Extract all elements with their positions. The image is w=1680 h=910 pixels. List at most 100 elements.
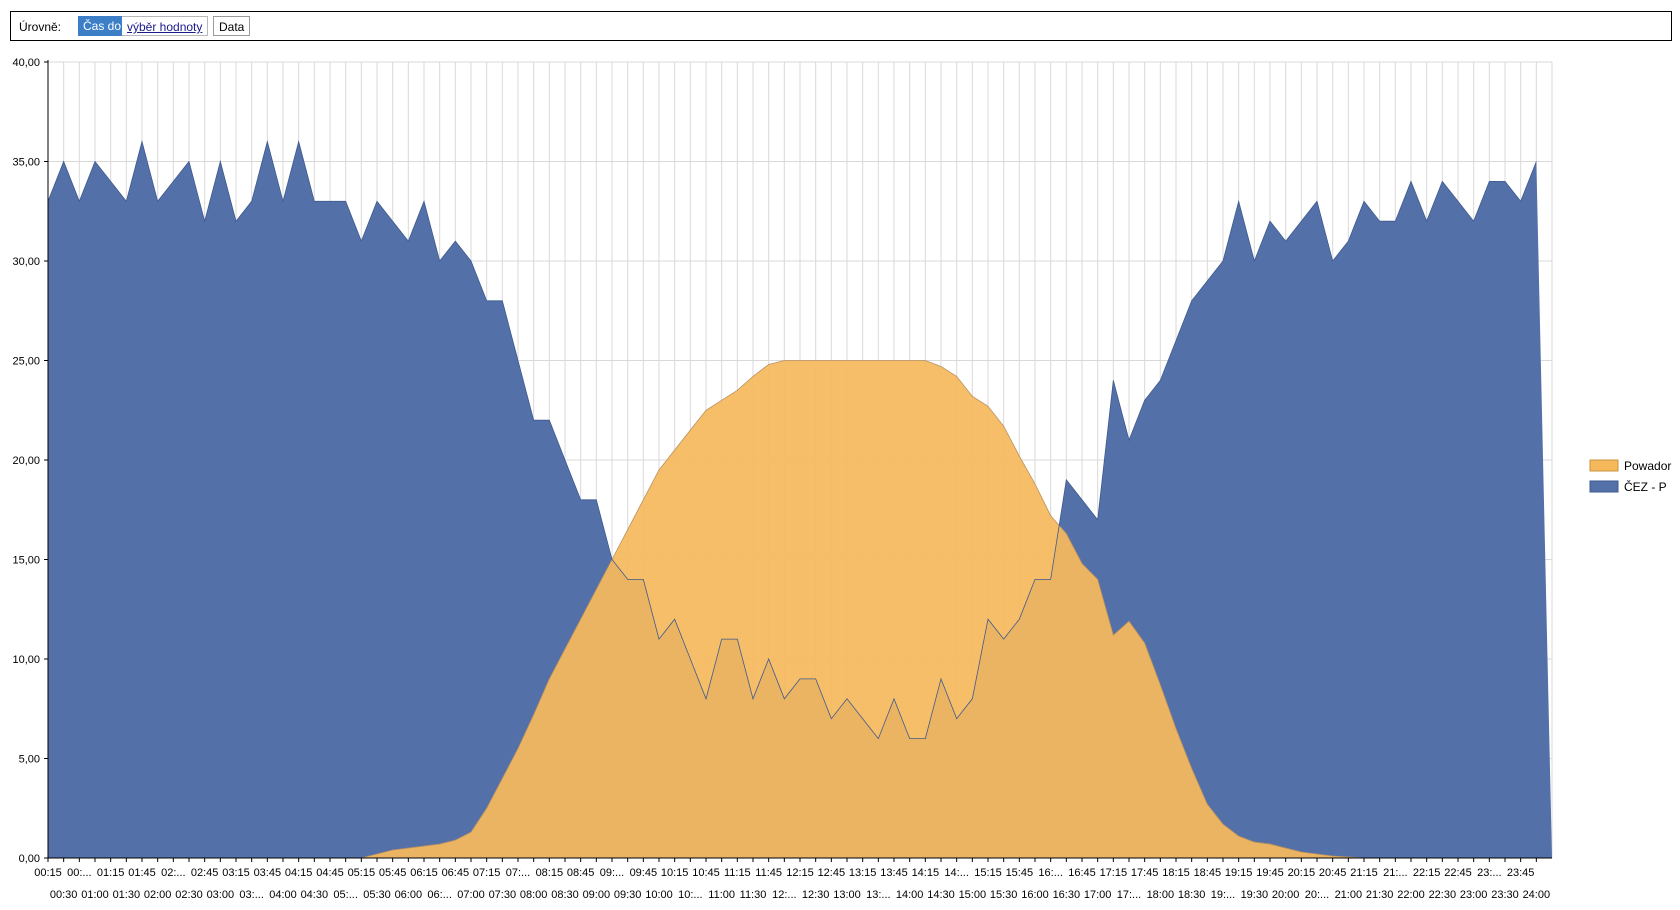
x-tick-label: 05:45 bbox=[379, 867, 407, 879]
x-tick-label: 05:30 bbox=[363, 889, 391, 901]
x-tick-label: 21:00 bbox=[1335, 889, 1363, 901]
x-tick-label: 03:15 bbox=[222, 867, 250, 879]
x-tick-label: 11:00 bbox=[708, 889, 735, 901]
x-tick-label: 18:00 bbox=[1147, 889, 1175, 901]
breadcrumb-item-vyber-hodnoty[interactable]: výběr hodnoty bbox=[122, 16, 209, 36]
x-tick-label: 02:45 bbox=[191, 867, 219, 879]
x-tick-label: 12:... bbox=[772, 889, 796, 901]
x-tick-label: 23:... bbox=[1477, 867, 1501, 879]
x-tick-label: 03:00 bbox=[207, 889, 235, 901]
x-tick-label: 07:... bbox=[506, 867, 530, 879]
x-tick-label: 06:00 bbox=[395, 889, 423, 901]
chart-legend: Powador ČEZ - P bbox=[1589, 459, 1671, 494]
x-tick-label: 11:45 bbox=[755, 867, 782, 879]
x-tick-label: 00:... bbox=[67, 867, 91, 879]
y-tick-label: 25,00 bbox=[12, 356, 40, 368]
y-tick-label: 20,00 bbox=[12, 455, 40, 467]
x-tick-label: 08:45 bbox=[567, 867, 595, 879]
x-tick-label: 04:30 bbox=[301, 889, 329, 901]
levels-label: Úrovně: bbox=[19, 20, 62, 34]
x-tick-label: 22:45 bbox=[1444, 867, 1472, 879]
x-tick-label: 23:45 bbox=[1507, 867, 1535, 879]
x-tick-label: 23:30 bbox=[1491, 889, 1519, 901]
x-tick-label: 16:45 bbox=[1068, 867, 1096, 879]
x-tick-label: 13:00 bbox=[833, 889, 861, 901]
x-tick-label: 01:30 bbox=[113, 889, 141, 901]
x-tick-label: 12:30 bbox=[802, 889, 830, 901]
x-tick-label: 01:15 bbox=[97, 867, 125, 879]
x-tick-label: 20:45 bbox=[1319, 867, 1347, 879]
x-tick-label: 18:30 bbox=[1178, 889, 1206, 901]
x-tick-label: 04:00 bbox=[269, 889, 297, 901]
x-tick-label: 07:15 bbox=[473, 867, 501, 879]
breadcrumb-item-cas-do[interactable]: Čas do bbox=[78, 16, 127, 36]
x-tick-label: 02:30 bbox=[175, 889, 203, 901]
y-axis-ticks: 0,00 5,00 10,00 15,00 20,00 25,00 30,00 35,00 40… bbox=[12, 57, 48, 865]
x-tick-label: 22:00 bbox=[1397, 889, 1425, 901]
x-tick-label: 10:15 bbox=[661, 867, 689, 879]
x-tick-label: 14:00 bbox=[896, 889, 924, 901]
legend-label-cez-p: ČEZ - P bbox=[1624, 479, 1667, 494]
chart-series bbox=[47, 140, 1552, 859]
x-tick-label: 09:... bbox=[600, 867, 624, 879]
x-tick-label: 20:00 bbox=[1272, 889, 1300, 901]
x-tick-label: 08:30 bbox=[551, 889, 579, 901]
x-axis-ticks: 00:15 00:... 01:15 01:45 02:... 02:45 03:15 03:… bbox=[34, 858, 1550, 901]
x-tick-label: 19:15 bbox=[1225, 867, 1253, 879]
series-area-powador bbox=[48, 360, 1552, 858]
x-tick-label: 10:... bbox=[678, 889, 702, 901]
x-tick-label: 04:45 bbox=[316, 867, 344, 879]
x-tick-label: 21:30 bbox=[1366, 889, 1394, 901]
y-tick-label: 35,00 bbox=[12, 157, 40, 169]
x-tick-label: 17:... bbox=[1117, 889, 1141, 901]
x-tick-label: 07:30 bbox=[489, 889, 517, 901]
legend-swatch-powador bbox=[1589, 459, 1619, 472]
x-tick-label: 23:00 bbox=[1460, 889, 1488, 901]
x-tick-label: 24:00 bbox=[1523, 889, 1551, 901]
x-tick-label: 18:45 bbox=[1194, 867, 1222, 879]
breadcrumb-item-data[interactable]: Data bbox=[213, 16, 251, 36]
x-tick-label: 19:... bbox=[1211, 889, 1235, 901]
x-tick-label: 17:00 bbox=[1084, 889, 1112, 901]
x-tick-label: 19:30 bbox=[1241, 889, 1269, 901]
x-tick-label: 10:00 bbox=[645, 889, 673, 901]
x-tick-label: 21:... bbox=[1383, 867, 1407, 879]
x-tick-label: 06:15 bbox=[410, 867, 438, 879]
x-tick-label: 05:... bbox=[333, 889, 357, 901]
x-tick-label: 00:15 bbox=[34, 867, 62, 879]
x-tick-label: 14:15 bbox=[912, 867, 940, 879]
x-tick-label: 16:... bbox=[1038, 867, 1062, 879]
x-tick-label: 05:15 bbox=[348, 867, 376, 879]
x-tick-label: 02:00 bbox=[144, 889, 172, 901]
y-tick-label: 0,00 bbox=[19, 853, 40, 865]
x-tick-label: 12:15 bbox=[786, 867, 814, 879]
x-tick-label: 09:30 bbox=[614, 889, 642, 901]
x-tick-label: 07:00 bbox=[457, 889, 485, 901]
x-tick-label: 16:30 bbox=[1053, 889, 1081, 901]
x-tick-label: 15:30 bbox=[990, 889, 1018, 901]
y-tick-label: 40,00 bbox=[12, 57, 40, 69]
x-tick-label: 17:45 bbox=[1131, 867, 1159, 879]
x-tick-label: 01:00 bbox=[81, 889, 109, 901]
x-tick-label: 20:... bbox=[1305, 889, 1329, 901]
x-tick-label: 06:45 bbox=[442, 867, 470, 879]
x-tick-label: 08:15 bbox=[536, 867, 564, 879]
y-tick-label: 30,00 bbox=[12, 256, 40, 268]
x-tick-label: 09:45 bbox=[630, 867, 658, 879]
x-tick-label: 15:00 bbox=[959, 889, 987, 901]
x-tick-label: 13:15 bbox=[849, 867, 877, 879]
x-tick-label: 13:45 bbox=[880, 867, 908, 879]
x-tick-label: 22:15 bbox=[1413, 867, 1441, 879]
x-tick-label: 04:15 bbox=[285, 867, 313, 879]
x-tick-label: 16:00 bbox=[1021, 889, 1049, 901]
x-tick-label: 12:45 bbox=[818, 867, 846, 879]
legend-swatch-cez-p bbox=[1589, 480, 1619, 493]
y-tick-label: 5,00 bbox=[19, 754, 40, 766]
x-tick-label: 02:... bbox=[161, 867, 185, 879]
y-tick-label: 15,00 bbox=[12, 555, 40, 567]
y-tick-label: 10,00 bbox=[12, 654, 40, 666]
breadcrumb-bar: Úrovně: Čas do výběr hodnoty Data bbox=[10, 11, 1672, 41]
x-tick-label: 11:15 bbox=[724, 867, 751, 879]
x-tick-label: 18:15 bbox=[1162, 867, 1190, 879]
x-tick-label: 17:15 bbox=[1100, 867, 1128, 879]
